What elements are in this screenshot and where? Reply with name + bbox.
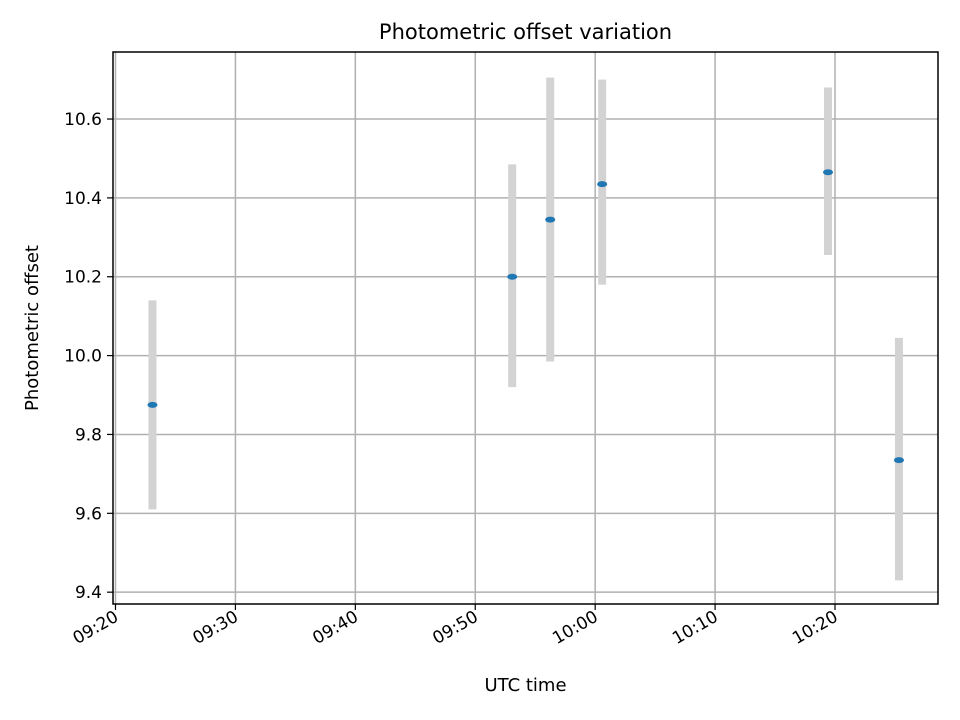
x-tick-label: 09:40 [309,607,361,649]
data-points [147,169,904,464]
y-tick-label: 9.6 [75,504,102,524]
x-axis-title: UTC time [484,675,566,696]
x-tick-label: 09:50 [429,607,481,649]
x-tick-label: 10:00 [549,607,601,649]
x-tick-labels: 09:20 09:30 09:40 09:50 10:00 10:10 10:20 [70,607,842,649]
x-tick-label: 09:30 [189,607,241,649]
data-point [507,273,518,280]
data-point [893,457,904,464]
y-tick-label: 10.6 [64,110,102,130]
data-point [823,169,834,176]
y-tick-label: 9.8 [75,425,102,445]
axis-ticks [107,118,836,610]
y-tick-labels: 9.4 9.6 9.8 10.0 10.2 10.4 10.6 [64,110,102,603]
data-point [597,181,608,188]
x-tick-label: 09:20 [70,607,122,649]
x-tick-label: 10:10 [669,607,721,649]
y-tick-label: 10.0 [64,347,102,367]
y-tick-label: 10.4 [64,189,102,209]
y-tick-label: 9.4 [75,583,102,603]
data-point [147,401,158,408]
plot-frame [112,51,939,605]
y-tick-label: 10.2 [64,268,102,288]
grid-lines [113,52,938,604]
chart-title: Photometric offset variation [379,20,672,44]
error-bars [148,77,903,581]
x-tick-label: 10:20 [789,607,841,649]
data-point [545,216,556,223]
y-axis-title: Photometric offset [22,245,43,411]
